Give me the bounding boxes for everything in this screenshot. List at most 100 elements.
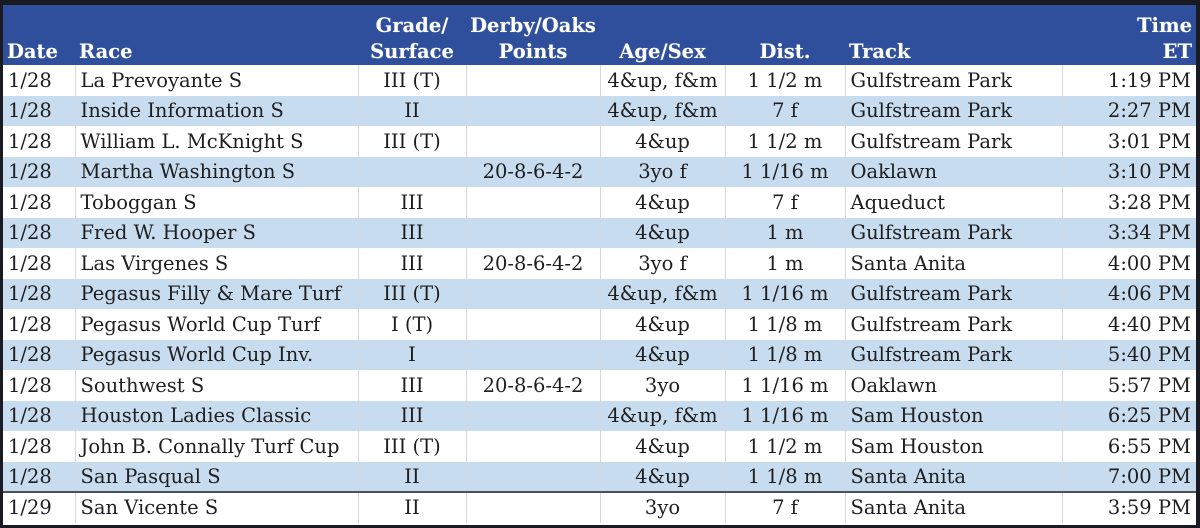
table-row: 1/28 Inside Information S II 4&up, f&m 7 f Gu… bbox=[3, 95, 1196, 126]
cell-grade: III (T) bbox=[358, 126, 467, 157]
cell-points bbox=[466, 431, 601, 462]
table-row: 1/29 San Vicente S II 3yo 7 f Santa Anita 3:59… bbox=[3, 491, 1196, 523]
cell-dist: 1 1/2 m bbox=[725, 65, 846, 96]
table-row: 1/28 Houston Ladies Classic III 4&up, f&m 1 … bbox=[3, 400, 1196, 431]
cell-date: 1/28 bbox=[3, 400, 76, 431]
cell-race: William L. McKnight S bbox=[75, 126, 359, 157]
cell-date: 1/28 bbox=[3, 217, 76, 248]
cell-age: 4&up, f&m bbox=[600, 95, 726, 126]
cell-dist: 1 1/16 m bbox=[725, 156, 846, 187]
column-header-line2: Dist. bbox=[759, 40, 811, 63]
cell-age: 4&up bbox=[600, 217, 726, 248]
cell-time: 6:55 PM bbox=[1107, 434, 1191, 458]
cell-dist: 1 m bbox=[725, 248, 846, 279]
column-header-line1: Derby/Oaks bbox=[470, 14, 596, 37]
cell-age: 4&up bbox=[600, 126, 726, 157]
cell-grade: III bbox=[358, 400, 467, 431]
cell-track: Sam Houston bbox=[845, 431, 1063, 462]
column-header-line1 bbox=[79, 13, 354, 39]
column-header-time: Time ET bbox=[1062, 5, 1196, 65]
table-row: 1/28 Pegasus World Cup Inv. I 4&up 1 1/8 m Gu… bbox=[3, 339, 1196, 370]
column-header-line2: Date bbox=[7, 40, 58, 63]
cell-date: 1/28 bbox=[3, 370, 76, 401]
column-header-line1: Time bbox=[1137, 14, 1192, 37]
column-header-track: Track bbox=[845, 5, 1062, 65]
cell-time: 7:00 PM bbox=[1062, 461, 1196, 492]
cell-age: 4&up bbox=[600, 339, 726, 370]
cell-time: 1:19 PM bbox=[1107, 68, 1191, 92]
table-body: 1/28 La Prevoyante S III (T) 4&up, f&m 1 1/2… bbox=[3, 65, 1196, 523]
column-header-date: Date bbox=[3, 5, 75, 65]
cell-time: 5:40 PM bbox=[1062, 339, 1196, 370]
cell-time: 3:01 PM bbox=[1107, 129, 1191, 153]
cell-grade: II bbox=[358, 461, 467, 492]
cell-track: Gulfstream Park bbox=[845, 217, 1063, 248]
column-header-line2: Surface bbox=[370, 40, 454, 63]
cell-grade: III bbox=[358, 248, 467, 279]
column-header-points: Derby/Oaks Points bbox=[466, 5, 600, 65]
cell-grade: II bbox=[358, 491, 467, 523]
cell-age: 3yo bbox=[600, 491, 726, 523]
cell-time: 4:00 PM bbox=[1107, 251, 1191, 275]
column-header-line2: ET bbox=[1162, 40, 1192, 63]
cell-date: 1/28 bbox=[3, 126, 76, 157]
table-row: 1/28 Pegasus Filly & Mare Turf III (T) 4&up… bbox=[3, 278, 1196, 309]
cell-time: 5:57 PM bbox=[1107, 373, 1191, 397]
cell-time: 4:06 PM bbox=[1062, 278, 1196, 309]
cell-points bbox=[466, 278, 601, 309]
column-header-age: Age/Sex bbox=[600, 5, 725, 65]
cell-age: 3yo bbox=[600, 370, 726, 401]
cell-track: Santa Anita bbox=[845, 491, 1063, 523]
cell-race: Pegasus World Cup Turf bbox=[75, 309, 359, 340]
cell-race: La Prevoyante S bbox=[75, 65, 359, 96]
cell-race: Las Virgenes S bbox=[75, 248, 359, 279]
cell-grade: III (T) bbox=[358, 278, 467, 309]
column-header-line2: Track bbox=[849, 40, 911, 63]
cell-time: 2:27 PM bbox=[1062, 95, 1196, 126]
cell-date: 1/28 bbox=[3, 156, 76, 187]
table-row: 1/28 San Pasqual S II 4&up 1 1/8 m Santa Anit… bbox=[3, 461, 1196, 492]
cell-track: Sam Houston bbox=[845, 400, 1063, 431]
column-header-grade: Grade/Surface bbox=[358, 5, 466, 65]
cell-age: 4&up, f&m bbox=[600, 278, 726, 309]
cell-track: Gulfstream Park bbox=[845, 339, 1063, 370]
header-row: Date Race Grade/Surface Derby/Oaks Points A… bbox=[3, 5, 1196, 65]
cell-track: Gulfstream Park bbox=[845, 126, 1063, 157]
column-header-race: Race bbox=[75, 5, 358, 65]
table-row: 1/28 William L. McKnight S III (T) 4&up 1 1/… bbox=[3, 126, 1196, 157]
column-header-line1: Grade/ bbox=[375, 14, 449, 37]
cell-date: 1/29 bbox=[3, 491, 76, 523]
table-row: 1/28 La Prevoyante S III (T) 4&up, f&m 1 1/2… bbox=[3, 65, 1196, 96]
column-header-line1 bbox=[604, 13, 721, 39]
cell-date: 1/28 bbox=[3, 248, 76, 279]
cell-age: 4&up bbox=[600, 431, 726, 462]
column-header-line2: Age/Sex bbox=[619, 40, 706, 63]
cell-date: 1/28 bbox=[3, 461, 76, 492]
cell-time: 3:59 PM bbox=[1062, 491, 1196, 523]
cell-points bbox=[466, 491, 601, 523]
cell-grade: III bbox=[358, 187, 467, 218]
column-header-line2: Race bbox=[79, 40, 133, 63]
stakes-schedule-table: Date Race Grade/Surface Derby/Oaks Points A… bbox=[3, 5, 1196, 523]
cell-track: Santa Anita bbox=[845, 248, 1063, 279]
cell-dist: 7 f bbox=[725, 187, 846, 218]
cell-grade: II bbox=[358, 95, 467, 126]
cell-age: 4&up, f&m bbox=[600, 400, 726, 431]
cell-date: 1/28 bbox=[3, 431, 76, 462]
cell-points bbox=[466, 309, 601, 340]
cell-grade: III (T) bbox=[358, 431, 467, 462]
cell-date: 1/28 bbox=[3, 339, 76, 370]
cell-age: 4&up bbox=[600, 461, 726, 492]
cell-dist: 7 f bbox=[725, 491, 846, 523]
cell-track: Santa Anita bbox=[845, 461, 1063, 492]
cell-track: Oaklawn bbox=[845, 156, 1063, 187]
cell-race: Fred W. Hooper S bbox=[75, 217, 359, 248]
cell-points bbox=[466, 95, 601, 126]
cell-time: 4:40 PM bbox=[1107, 312, 1191, 336]
cell-track: Gulfstream Park bbox=[845, 65, 1063, 96]
cell-points: 20-8-6-4-2 bbox=[466, 370, 601, 401]
cell-age: 4&up bbox=[600, 187, 726, 218]
cell-points: 20-8-6-4-2 bbox=[466, 248, 601, 279]
cell-points bbox=[466, 126, 601, 157]
